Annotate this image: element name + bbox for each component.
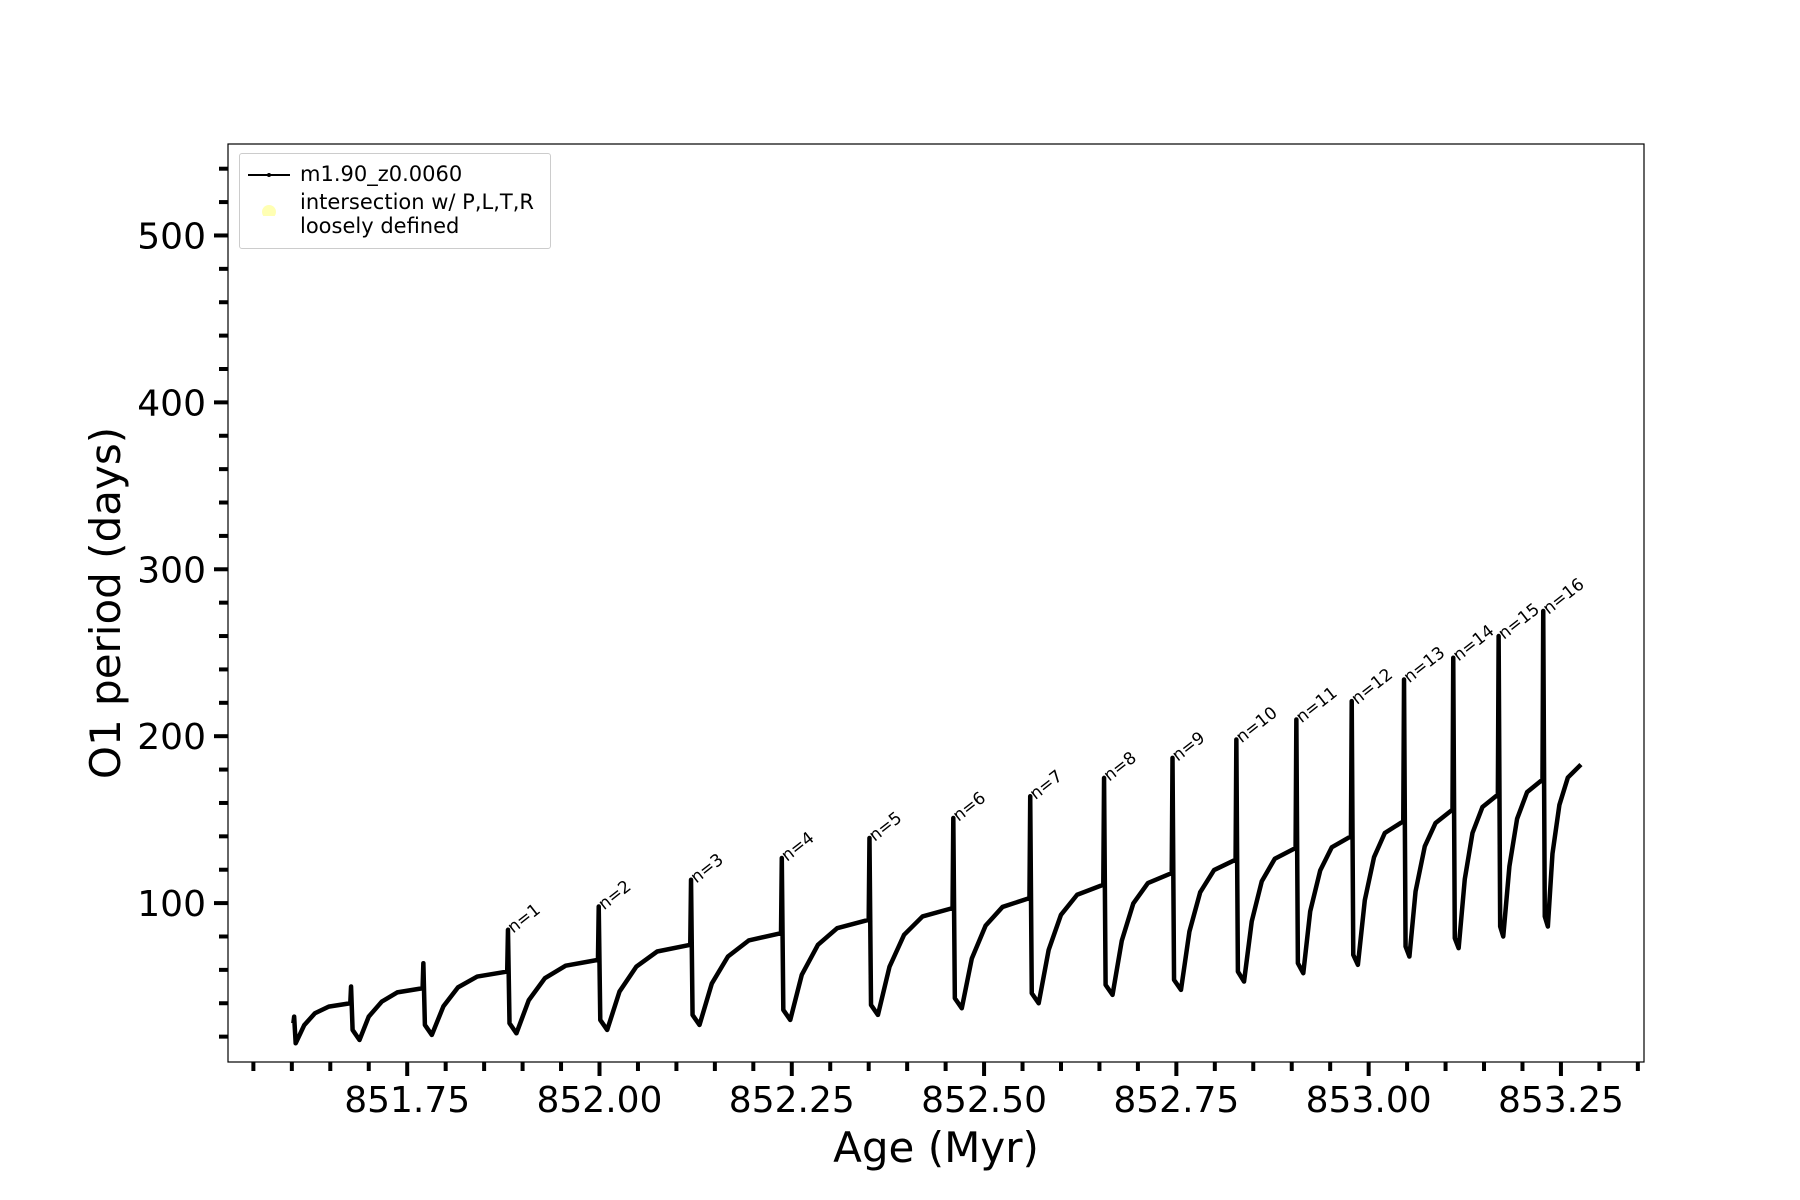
annotation: n=16: [1539, 574, 1588, 618]
annotation: n=12: [1348, 665, 1397, 709]
x-tick-label: 852.25: [729, 1080, 855, 1121]
legend-marker: [262, 205, 276, 219]
plot-frame: [227, 143, 1645, 1063]
x-tick-label: 853.25: [1498, 1080, 1624, 1121]
legend-entry: intersection w/ P,L,T,R loosely defined: [240, 190, 550, 238]
x-tick-label: 851.75: [344, 1080, 470, 1121]
legend-key: [240, 162, 300, 188]
x-tick-label: 852.75: [1113, 1080, 1239, 1121]
legend-marker: [267, 173, 271, 177]
legend-swatch: [262, 205, 276, 219]
x-tick-label: 852.00: [537, 1080, 663, 1121]
y-tick-label: 200: [137, 717, 206, 758]
x-tick-label: 853.00: [1306, 1080, 1432, 1121]
legend: m1.90_z0.0060 intersection w/ P,L,T,R loo…: [239, 153, 551, 249]
series-line: [291, 608, 1583, 1046]
legend-label: intersection w/ P,L,T,R loosely defined: [300, 190, 534, 238]
y-tick-label: 300: [137, 550, 206, 591]
annotation: n=13: [1400, 643, 1449, 687]
annotation: n=14: [1449, 621, 1498, 665]
x-axis-label: Age (Myr): [833, 1123, 1039, 1172]
legend-entry: m1.90_z0.0060: [240, 162, 550, 188]
x-tick-label: 852.50: [921, 1080, 1047, 1121]
legend-key: [240, 190, 300, 219]
y-tick-label: 100: [137, 884, 206, 925]
legend-swatch: [248, 173, 290, 177]
y-axis-label: O1 period (days): [81, 427, 130, 779]
y-tick-label: 400: [137, 383, 206, 424]
annotation: n=11: [1292, 683, 1341, 727]
y-tick-label: 500: [137, 216, 206, 257]
annotation: n=15: [1495, 600, 1544, 644]
legend-label: m1.90_z0.0060: [300, 162, 463, 186]
annotation: n=10: [1232, 703, 1281, 747]
